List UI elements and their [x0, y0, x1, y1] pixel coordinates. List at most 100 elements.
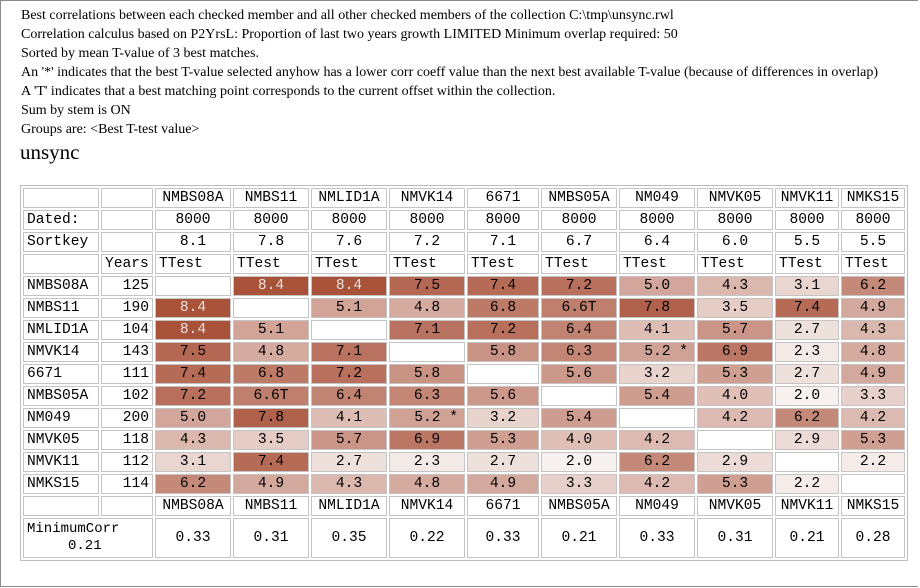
member-row: NMBS08A 125 8.4 8.4 7.5 7.4 7.2 5.0 4.3 3.1 6.2 [23, 276, 905, 296]
tvalue-cell [619, 408, 695, 428]
column-member-name: NMLID1A [311, 188, 387, 208]
tvalue-cell: 5.2 * [619, 342, 695, 362]
minimum-corr-value: 0.21 [541, 518, 617, 558]
ttest-column-label: TTest [467, 254, 539, 274]
years-value: 104 [101, 320, 153, 340]
collection-title: unsync [20, 140, 80, 164]
tvalue-cell: 3.5 [697, 298, 773, 318]
tvalue-cell: 6.3 [389, 386, 465, 406]
column-member-name: NMKS15 [841, 188, 905, 208]
tvalue-cell [389, 342, 465, 362]
ttest-column-label: TTest [155, 254, 231, 274]
tvalue-cell: 5.1 [311, 298, 387, 318]
years-value: 200 [101, 408, 153, 428]
member-row: NM049 200 5.0 7.8 4.1 5.2 * 3.2 5.4 4.2 6.2 4.2 [23, 408, 905, 428]
tvalue-cell: 5.4 [541, 408, 617, 428]
sortkey-value: 6.0 [697, 232, 773, 252]
sortkey-row: Sortkey 8.1 7.8 7.6 7.2 7.1 6.7 6.4 6.0 5.5 5.5 [23, 232, 905, 252]
years-value: 125 [101, 276, 153, 296]
years-column-label: Years [101, 254, 153, 274]
tvalue-cell: 5.4 [619, 386, 695, 406]
empty-cell [101, 232, 153, 252]
header-line: Sum by stem is ON [21, 103, 131, 118]
years-value: 143 [101, 342, 153, 362]
tvalue-cell: 6.8 [467, 298, 539, 318]
corner-cell [101, 188, 153, 208]
sortkey-value: 5.5 [775, 232, 839, 252]
column-member-name: NMBS05A [541, 496, 617, 516]
report-header: Best correlations between each checked m… [21, 6, 920, 139]
tvalue-cell: 8.4 [233, 276, 309, 296]
column-member-name: NMLID1A [311, 496, 387, 516]
sortkey-label: Sortkey [23, 232, 99, 252]
tvalue-cell: 2.0 [541, 452, 617, 472]
header-line: A 'T' indicates that a best matching poi… [21, 84, 556, 99]
column-type-row: Years TTest TTest TTest TTest TTest TTest TTest… [23, 254, 905, 274]
tvalue-cell: 4.8 [389, 298, 465, 318]
minimum-corr-row: MinimumCorr 0.21 0.33 0.31 0.35 0.22 0.33 0.21 0… [23, 518, 905, 558]
dated-value: 8000 [775, 210, 839, 230]
tvalue-cell: 5.0 [619, 276, 695, 296]
tvalue-cell: 4.3 [311, 474, 387, 494]
tvalue-cell: 4.0 [541, 430, 617, 450]
row-member-name: NMLID1A [23, 320, 99, 340]
column-member-name: NMKS15 [841, 496, 905, 516]
column-member-name: 6671 [467, 188, 539, 208]
tvalue-cell [233, 298, 309, 318]
tvalue-cell: 4.9 [467, 474, 539, 494]
sortkey-value: 5.5 [841, 232, 905, 252]
tvalue-cell: 7.4 [467, 276, 539, 296]
tvalue-cell: 6.3 [541, 342, 617, 362]
row-member-name: NMVK11 [23, 452, 99, 472]
member-row: NMVK05 118 4.3 3.5 5.7 6.9 5.3 4.0 4.2 2.9 5.3 [23, 430, 905, 450]
dated-value: 8000 [619, 210, 695, 230]
ttest-column-label: TTest [619, 254, 695, 274]
row-member-name: NMKS15 [23, 474, 99, 494]
tvalue-cell [775, 452, 839, 472]
column-member-name: NMVK11 [775, 496, 839, 516]
tvalue-cell: 7.8 [233, 408, 309, 428]
member-footer-row: NMBS08A NMBS11 NMLID1A NMVK14 6671 NMBS05A NM0… [23, 496, 905, 516]
tvalue-cell: 8.4 [311, 276, 387, 296]
tvalue-cell: 7.5 [389, 276, 465, 296]
tvalue-cell: 6.2 [155, 474, 231, 494]
tvalue-cell: 4.9 [841, 364, 905, 384]
ttest-column-label: TTest [541, 254, 617, 274]
member-row: NMLID1A 104 8.4 5.1 7.1 7.2 6.4 4.1 5.7 2.7 4.3 [23, 320, 905, 340]
minimum-corr-value: 0.33 [155, 518, 231, 558]
tvalue-cell [841, 474, 905, 494]
ttest-column-label: TTest [389, 254, 465, 274]
years-value: 118 [101, 430, 153, 450]
tvalue-cell: 5.2 * [389, 408, 465, 428]
tvalue-cell: 2.3 [389, 452, 465, 472]
dated-row: Dated: 8000 8000 8000 8000 8000 8000 8000 8000 80… [23, 210, 905, 230]
dated-value: 8000 [311, 210, 387, 230]
tvalue-cell: 7.5 [155, 342, 231, 362]
tvalue-cell: 7.4 [155, 364, 231, 384]
sortkey-value: 7.2 [389, 232, 465, 252]
header-line: Correlation calculus based on P2YrsL: Pr… [21, 27, 678, 42]
years-value: 102 [101, 386, 153, 406]
tvalue-cell: 5.3 [841, 430, 905, 450]
years-value: 112 [101, 452, 153, 472]
tvalue-cell: 6.9 [697, 342, 773, 362]
tvalue-cell: 4.3 [841, 320, 905, 340]
column-member-name: NMBS08A [155, 188, 231, 208]
tvalue-cell: 7.4 [775, 298, 839, 318]
tvalue-cell: 4.8 [233, 342, 309, 362]
member-header-row: NMBS08A NMBS11 NMLID1A NMVK14 6671 NMBS05A NM0… [23, 188, 905, 208]
tvalue-cell: 3.1 [775, 276, 839, 296]
sortkey-value: 7.6 [311, 232, 387, 252]
header-line: Sorted by mean T-value of 3 best matches… [21, 46, 259, 61]
column-member-name: NMVK11 [775, 188, 839, 208]
tvalue-cell: 4.1 [619, 320, 695, 340]
tvalue-cell: 4.2 [619, 474, 695, 494]
tvalue-cell: 4.2 [619, 430, 695, 450]
tvalue-cell: 7.2 [155, 386, 231, 406]
tvalue-cell: 2.0 [775, 386, 839, 406]
minimum-corr-value: 0.33 [619, 518, 695, 558]
row-member-name: 6671 [23, 364, 99, 384]
tvalue-cell: 2.7 [775, 364, 839, 384]
row-member-name: NMBS11 [23, 298, 99, 318]
minimum-corr-value: 0.28 [841, 518, 905, 558]
